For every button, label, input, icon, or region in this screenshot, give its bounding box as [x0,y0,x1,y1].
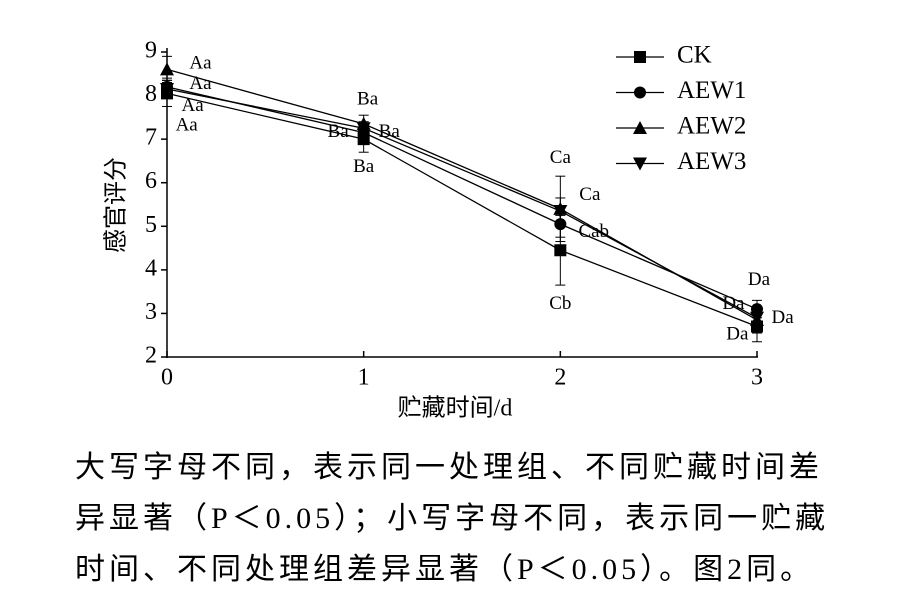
caption-line: 大写字母不同，表示同一处理组、不同贮藏时间差 [75,451,823,484]
annotation: Aa [181,95,204,116]
legend-marker [633,121,647,134]
annotation: Ba [353,156,375,177]
legend-marker [633,157,647,171]
y-tick-label: 4 [145,255,157,281]
y-tick-label: 7 [145,125,157,151]
annotation: Ba [328,121,350,142]
annotation: Da [771,307,794,328]
annotation: Da [726,324,749,345]
x-tick-label: 2 [554,365,566,391]
annotation: Da [748,269,771,290]
x-tick-label: 3 [751,365,763,391]
data-point [750,311,764,325]
legend-label: AEW3 [677,148,746,175]
annotation: Cb [549,293,571,314]
data-point [160,83,174,97]
y-tick-label: 9 [145,38,157,64]
data-point [160,62,174,76]
y-axis-label: 感官评分 [103,157,130,253]
y-tick-label: 2 [145,343,157,369]
annotation: Aa [176,114,199,135]
legend-label: AEW2 [677,113,746,140]
x-tick-label: 0 [161,365,173,391]
annotation: Da [722,293,745,314]
data-point [553,205,568,219]
x-axis-label: 贮藏时间/d [398,395,513,422]
series-line [166,88,758,319]
annotation: Ca [550,147,572,168]
legend-marker [634,51,646,63]
y-tick-label: 3 [145,299,157,325]
annotation: Aa [189,53,212,74]
annotation: Cab [578,221,609,242]
legend-label: CK [677,42,712,69]
annotation: Ba [357,88,379,109]
annotation: Aa [189,73,212,94]
series-line [166,86,758,310]
y-tick-label: 6 [145,168,157,194]
legend-label: AEW1 [677,77,746,104]
series-line [166,92,758,328]
annotation: Ca [579,184,601,205]
y-tick-label: 8 [145,81,157,107]
data-point [356,122,371,136]
legend-marker [634,86,646,99]
caption-line: 异显著（P＜0.05）；小写字母不同，表示同一贮藏 [75,502,829,535]
caption-line: 时间、不同处理组差异显著（P＜0.05）。图2同。 [75,553,814,586]
x-tick-label: 1 [358,365,370,391]
annotation: Ba [379,121,401,142]
y-tick-label: 5 [145,212,157,238]
data-point [554,244,567,257]
